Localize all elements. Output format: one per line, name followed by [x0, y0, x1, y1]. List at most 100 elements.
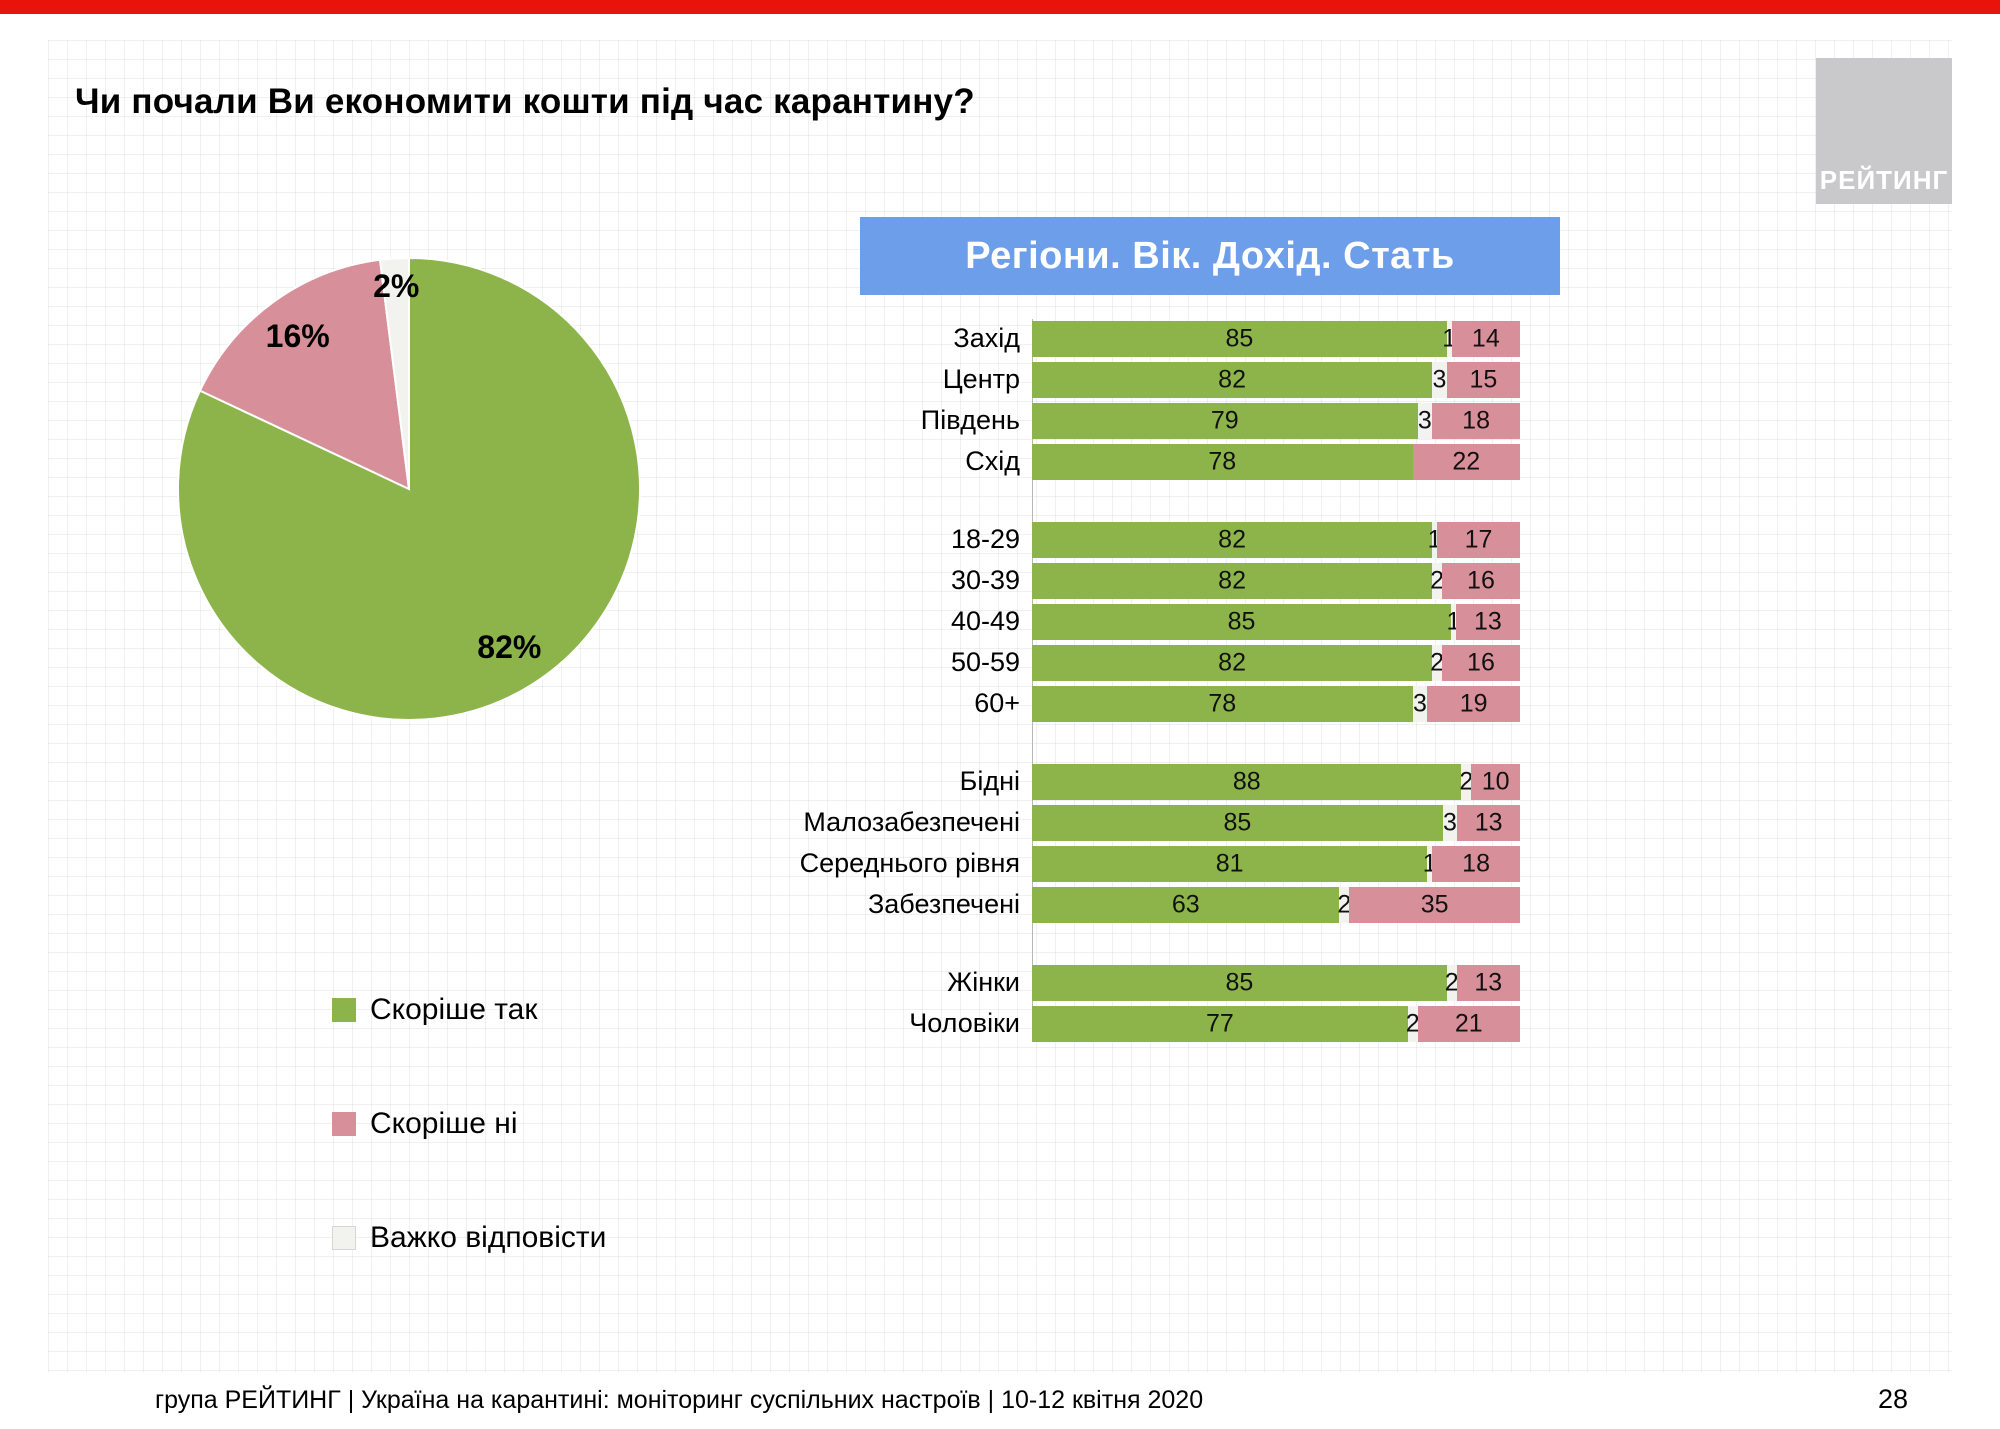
bar-segment-no: 13	[1455, 603, 1520, 640]
bar-value: 15	[1469, 365, 1498, 393]
bar-segment-dk: 2	[1405, 1005, 1420, 1042]
bar-value: 13	[1474, 808, 1503, 836]
legend-item-no: Скоріше ні	[332, 1107, 606, 1141]
bar-value: 3	[1413, 689, 1427, 717]
pie-value-label: 82%	[477, 629, 541, 665]
bar-segment-yes: 78	[1032, 443, 1413, 480]
bar-value: 85	[1227, 607, 1256, 635]
pie-chart-container: 82% 16% 2%	[169, 249, 649, 729]
legend-swatch-yes	[332, 998, 356, 1022]
bar-track: 85 3 13	[1032, 804, 1520, 841]
bar-segment-yes: 63	[1032, 886, 1340, 923]
legend-label-dk: Важко відповісти	[370, 1221, 607, 1254]
bar-value: 2	[1405, 1009, 1420, 1037]
bar-row: Схід 78 22	[700, 441, 1524, 482]
page-title: Чи почали Ви економити кошти під час кар…	[75, 82, 975, 121]
bar-segment-yes: 85	[1032, 964, 1447, 1001]
bar-track: 82 2 16	[1032, 562, 1520, 599]
pie-chart: 82% 16% 2%	[176, 256, 641, 721]
bar-segment-no: 18	[1432, 845, 1520, 882]
bar-segment-dk: 3	[1442, 804, 1458, 841]
bar-value: 16	[1467, 648, 1495, 676]
bar-track: 82 1 17	[1032, 521, 1520, 558]
bar-row: Чоловіки 77 2 21	[700, 1003, 1524, 1044]
legend-label-no: Скоріше ні	[370, 1107, 518, 1140]
pie-slice-2	[378, 256, 410, 490]
bar-row: Жінки 85 2 13	[700, 962, 1524, 1003]
section-header: Регіони. Вік. Дохід. Стать	[860, 217, 1560, 295]
bar-track: 88 2 10	[1032, 763, 1520, 800]
bar-value: 10	[1481, 767, 1510, 795]
bar-row: Малозабезпечені 85 3 13	[700, 802, 1524, 843]
bar-track: 85 1 13	[1032, 603, 1520, 640]
bar-segment-no: 22	[1412, 443, 1520, 480]
bar-value: 16	[1467, 566, 1495, 594]
bar-segment-yes: 85	[1032, 603, 1451, 640]
bar-value: 21	[1454, 1009, 1483, 1037]
bar-track: 78 3 19	[1032, 685, 1520, 722]
bar-row-label: 18-29	[950, 524, 1020, 554]
bar-segment-yes: 79	[1032, 402, 1418, 439]
bar-value: 78	[1208, 447, 1237, 475]
bar-value: 13	[1474, 607, 1502, 635]
bar-track: 82 3 15	[1032, 361, 1520, 398]
bar-row: Захід 85 1 14	[700, 318, 1524, 359]
pie-value-label: 16%	[266, 318, 330, 354]
bar-segment-yes: 85	[1032, 320, 1447, 357]
bar-row-label: 50-59	[950, 647, 1020, 677]
bar-value: 2	[1430, 648, 1444, 676]
bar-row-label: 60+	[974, 688, 1020, 718]
bar-value: 2	[1337, 890, 1352, 918]
bar-segment-no: 15	[1446, 361, 1520, 398]
bar-value: 2	[1430, 566, 1444, 594]
bar-group: Бідні 88 2 10 Малозабезпечені 85 3 13 Середнього…	[700, 761, 1524, 925]
bar-track: 63 2 35	[1032, 886, 1520, 923]
bar-value: 3	[1442, 808, 1457, 836]
bar-track: 81 1 18	[1032, 845, 1520, 882]
bar-value: 18	[1462, 406, 1490, 434]
bar-group: Захід 85 1 14 Центр 82 3 15 Південь 79 3 18 Схід 78 22	[700, 318, 1524, 482]
bar-row: 60+ 78 3 19	[700, 683, 1524, 724]
bar-segment-yes: 77	[1032, 1005, 1408, 1042]
bar-value: 18	[1462, 849, 1490, 877]
bar-row-label: Середнього рівня	[799, 848, 1020, 878]
bar-segment-dk: 2	[1445, 964, 1459, 1001]
bar-row: Центр 82 3 15	[700, 359, 1524, 400]
bar-segment-dk: 2	[1430, 562, 1444, 599]
bar-row-label: Жінки	[947, 967, 1020, 997]
pie-slice-1	[198, 258, 411, 491]
bar-row-label: 40-49	[950, 606, 1020, 636]
pie-legend: Скоріше так Скоріше ні Важко відповісти	[332, 993, 606, 1255]
bar-row-label: Центр	[942, 364, 1020, 394]
bar-row-label: Схід	[965, 446, 1020, 476]
footer-text: група РЕЙТИНГ | Україна на карантині: мо…	[155, 1386, 1204, 1414]
bar-track: 78 22	[1032, 443, 1520, 480]
bar-row-label: Захід	[953, 323, 1020, 353]
bar-row: 30-39 82 2 16	[700, 560, 1524, 601]
page-number: 28	[1878, 1384, 1909, 1414]
bar-segment-yes: 82	[1032, 361, 1433, 398]
bar-value: 85	[1225, 968, 1254, 996]
bar-value: 2	[1459, 767, 1474, 795]
bar-value: 35	[1420, 890, 1449, 918]
legend-swatch-dk	[332, 1226, 356, 1250]
bar-segment-no: 19	[1427, 685, 1520, 722]
bar-row-label: 30-39	[950, 565, 1020, 595]
bar-row: Середнього рівня 81 1 18	[700, 843, 1524, 884]
bar-group: Жінки 85 2 13 Чоловіки 77 2 21	[700, 962, 1524, 1044]
bar-value: 88	[1232, 767, 1261, 795]
bar-value: 82	[1218, 525, 1246, 553]
bar-segment-yes: 82	[1032, 644, 1433, 681]
bar-segment-dk: 3	[1432, 361, 1447, 398]
bar-track: 82 2 16	[1032, 644, 1520, 681]
bar-group: 18-29 82 1 17 30-39 82 2 16 40-49 85 1 13 50-59 82 2 16…	[700, 519, 1524, 724]
bar-row: 40-49 85 1 13	[700, 601, 1524, 642]
bar-value: 82	[1218, 648, 1246, 676]
bar-track: 77 2 21	[1032, 1005, 1521, 1042]
bar-segment-dk: 2	[1459, 763, 1474, 800]
bar-row: Бідні 88 2 10	[700, 761, 1524, 802]
bar-row: Забезпечені 63 2 35	[700, 884, 1524, 925]
bar-track: 85 2 13	[1032, 964, 1520, 1001]
bar-segment-yes: 85	[1032, 804, 1443, 841]
bar-value: 3	[1432, 365, 1447, 393]
